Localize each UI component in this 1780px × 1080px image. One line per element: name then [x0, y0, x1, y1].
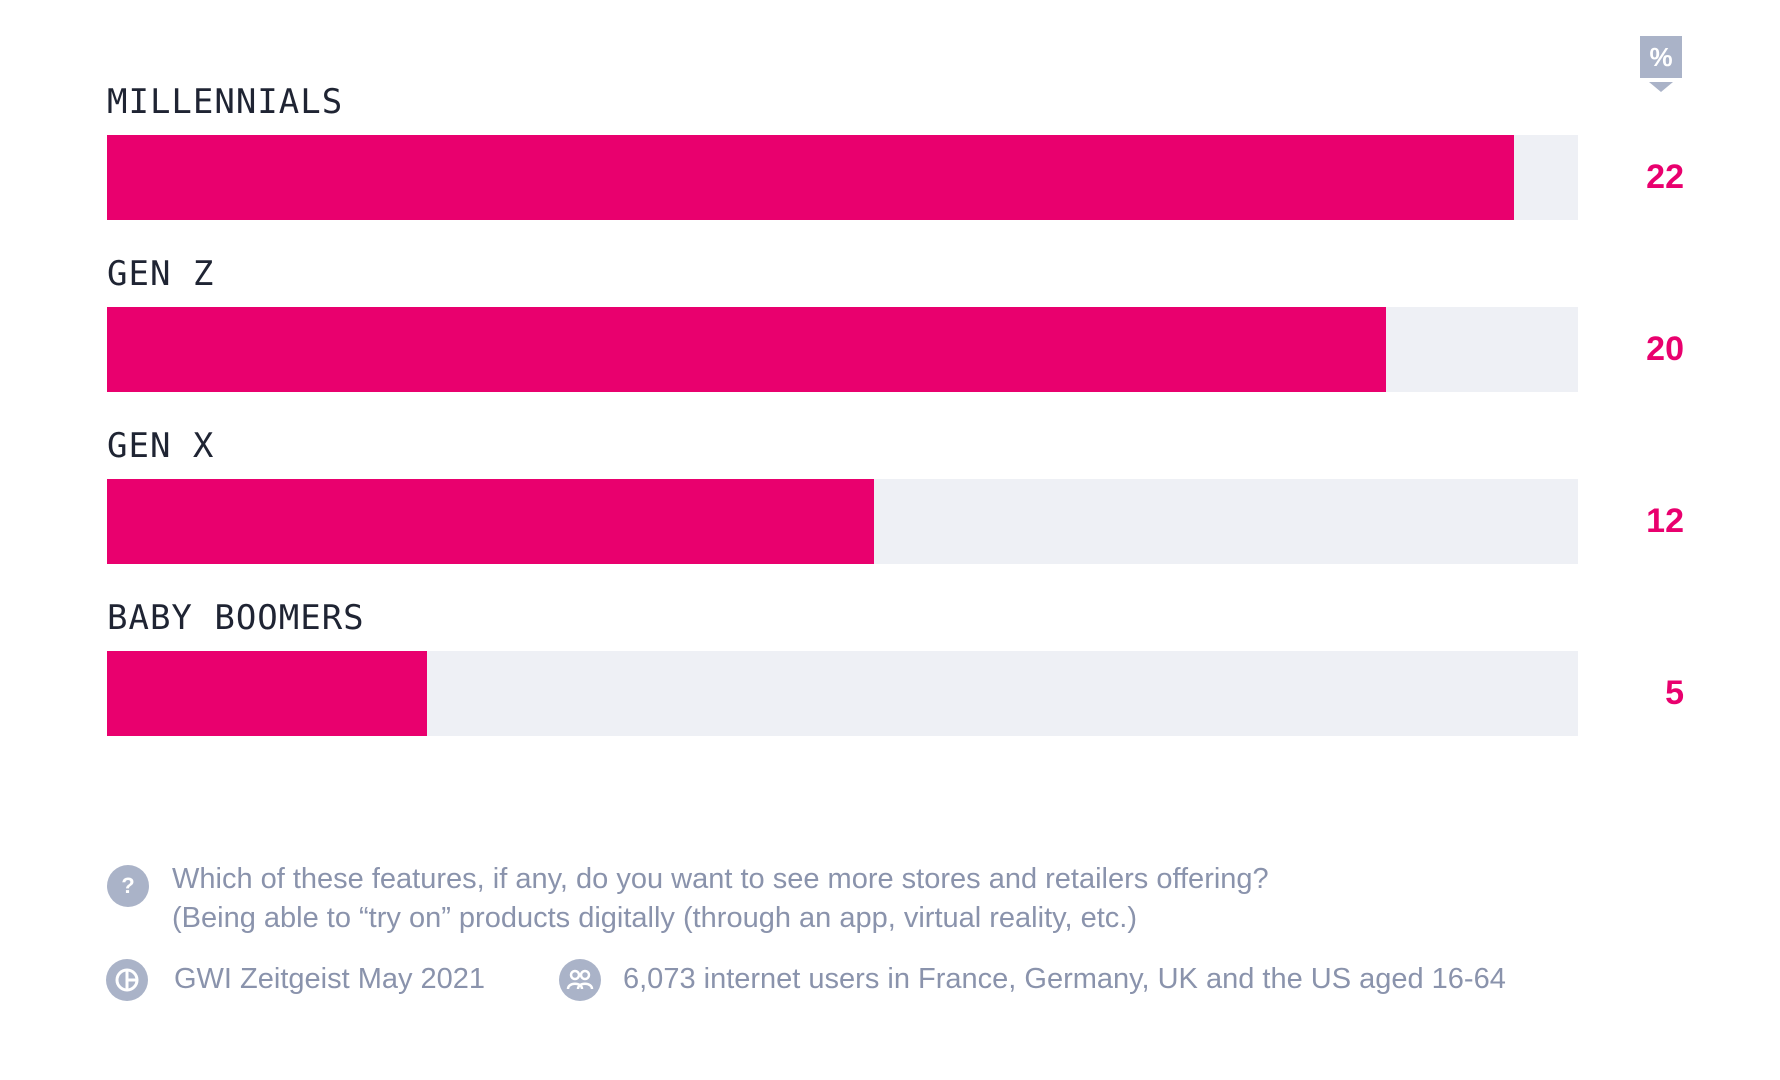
category-label: MILLENNIALS — [107, 82, 344, 122]
bar-track — [107, 651, 1578, 736]
bar[interactable] — [107, 651, 427, 736]
value-label: 5 — [1665, 674, 1684, 712]
category-label: GEN Z — [107, 254, 215, 294]
bar-track — [107, 479, 1578, 564]
bar[interactable] — [107, 135, 1514, 220]
bar-track — [107, 135, 1578, 220]
question-text: Which of these features, if any, do you … — [172, 863, 1269, 895]
people-icon — [559, 959, 601, 1001]
sample-text: 6,073 internet users in France, Germany,… — [623, 963, 1506, 995]
question-icon: ? — [107, 865, 149, 907]
bar[interactable] — [107, 479, 874, 564]
value-label: 12 — [1646, 502, 1684, 540]
answer-text: (Being able to “try on” products digital… — [172, 902, 1137, 934]
chevron-down-icon[interactable] — [1649, 82, 1673, 92]
value-label: 22 — [1646, 158, 1684, 196]
value-label: 20 — [1646, 330, 1684, 368]
bar[interactable] — [107, 307, 1386, 392]
bar-chart: % MILLENNIALS 22 GEN Z 20 GEN X 12 BABY BOOMER… — [107, 36, 1684, 736]
category-label: GEN X — [107, 426, 215, 466]
unit-badge[interactable]: % — [1640, 36, 1682, 78]
category-label: BABY BOOMERS — [107, 598, 365, 638]
source-text: GWI Zeitgeist May 2021 — [174, 963, 486, 995]
source-chart-icon — [106, 959, 148, 1001]
bar-track — [107, 307, 1578, 392]
